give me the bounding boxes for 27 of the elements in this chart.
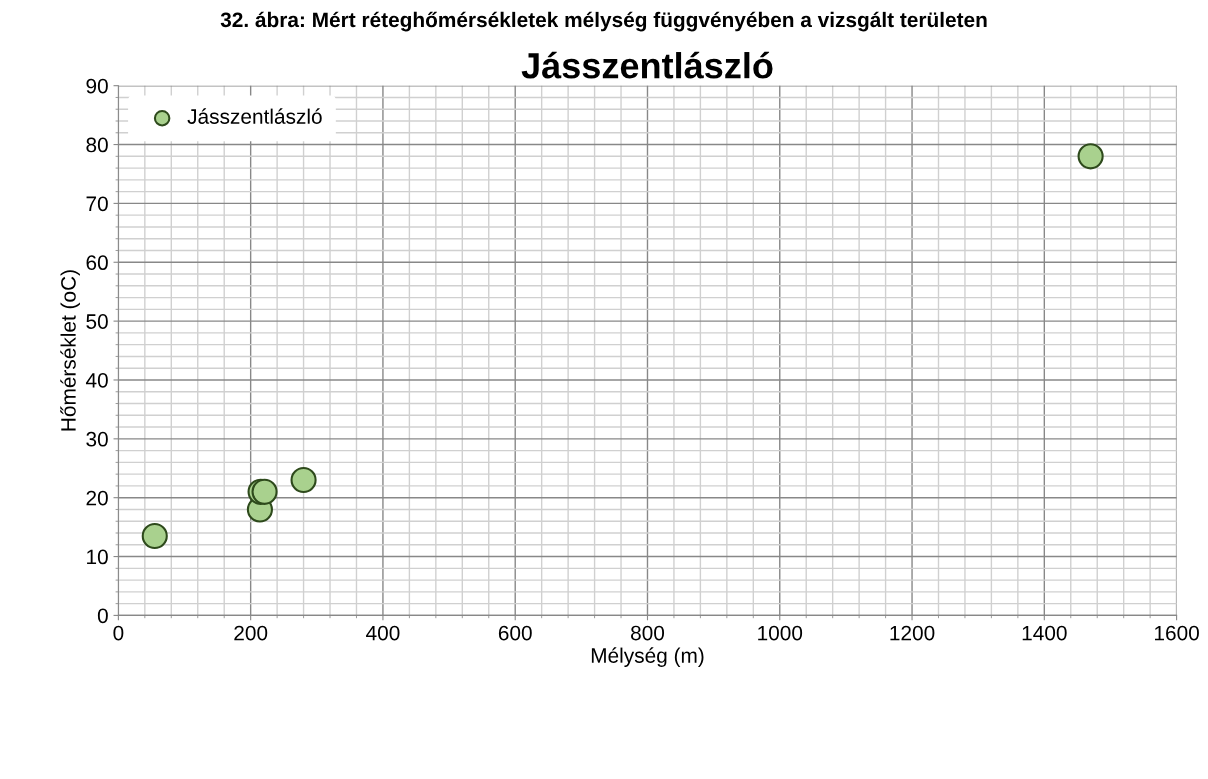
- x-tick-label: 200: [234, 625, 268, 641]
- y-tick-label: 30: [86, 431, 108, 447]
- legend-label: Jásszentlászló: [187, 108, 322, 124]
- x-tick-label: 400: [366, 625, 400, 641]
- y-tick-label: 60: [86, 255, 108, 271]
- y-tick-label: 50: [86, 314, 108, 329]
- point: [141, 522, 168, 550]
- x-tick-label: 1200: [890, 625, 935, 641]
- x-tick-label: 0: [113, 625, 124, 641]
- y-tick-label: 90: [86, 78, 108, 94]
- y-tick-label: 10: [87, 549, 108, 565]
- y-tick-label: 40: [85, 372, 108, 388]
- point: [1077, 143, 1104, 170]
- text: 32. ábra: Mért réteghőmérsékletek mélység függvényében a vizsgált területen: [220, 11, 987, 32]
- y-tick-label: 80: [86, 137, 108, 153]
- y-tick-label: 70: [86, 196, 108, 212]
- y-tick-label: 0: [97, 608, 108, 624]
- x-tick-label: 1000: [758, 625, 803, 641]
- chart-title: Jásszentlászló: [521, 51, 773, 79]
- point: [290, 466, 317, 494]
- x-tick-label: 1400: [1022, 625, 1067, 641]
- x-axis-title: Mélység (m): [591, 647, 704, 667]
- y-axis-title: Hőmérséklet (oC): [60, 270, 80, 431]
- x-tick-label: 1600: [1155, 625, 1199, 641]
- x-tick-label: 600: [498, 625, 532, 641]
- x-tick-label: 800: [631, 625, 665, 641]
- y-tick-label: 20: [86, 490, 108, 506]
